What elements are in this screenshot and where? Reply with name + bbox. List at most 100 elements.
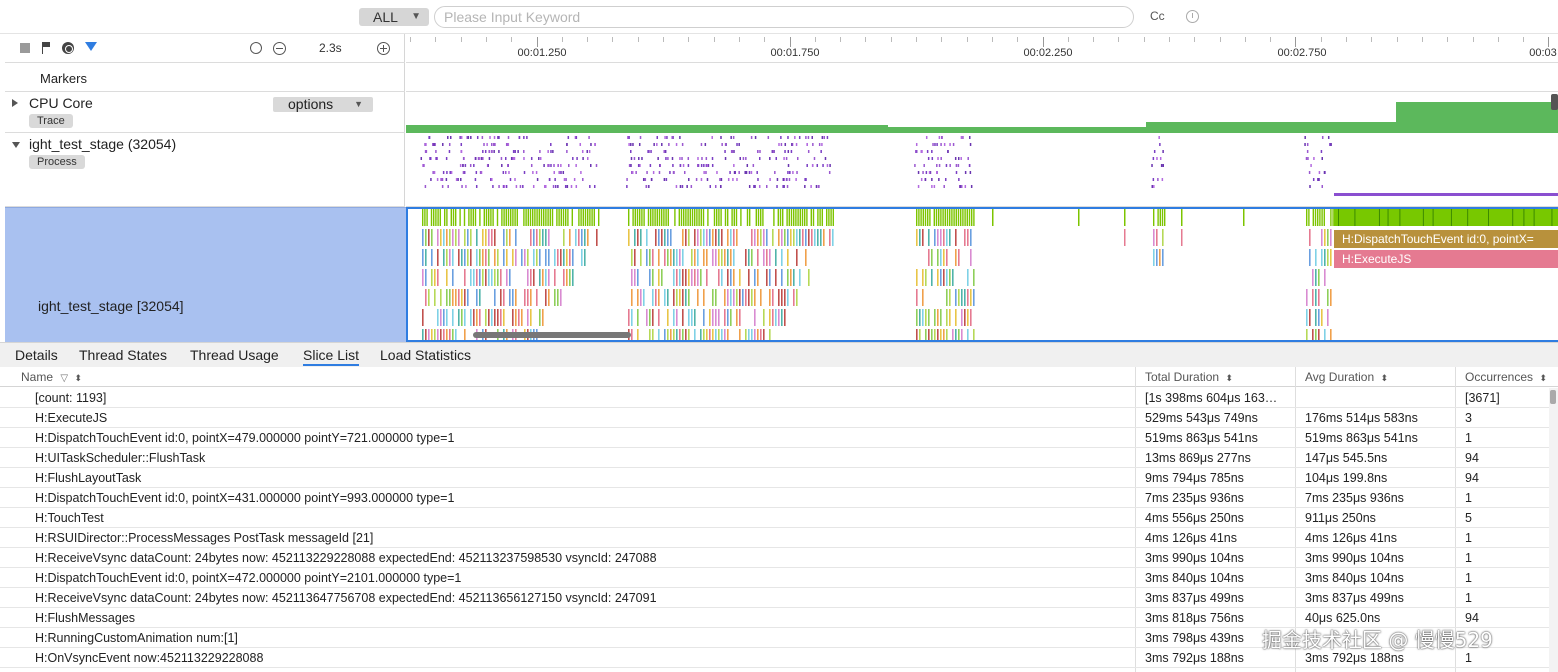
thread-slice-mark [775,309,777,326]
timeline-horizontal-scrollbar[interactable] [473,332,631,338]
sort-icon[interactable]: ⬍ [1539,373,1547,383]
thread-slice-mark [819,209,821,226]
search-input[interactable] [434,6,1134,28]
sort-icon[interactable]: ⬍ [1380,373,1389,383]
table-row[interactable]: H:ReceiveVsync dataCount: 24bytes now: 4… [0,548,1549,568]
thread-slice-mark [1162,249,1164,266]
thread-slice-mark [769,269,771,286]
thread-slice-mark [731,209,733,226]
tab-load-statistics[interactable]: Load Statistics [380,347,472,363]
thread-slice-mark [772,289,774,306]
column-divider[interactable] [1135,367,1136,672]
scope-select[interactable]: ALL ▼ [359,8,429,26]
markers-track[interactable] [406,63,1558,92]
process-activity-bar [1334,193,1558,196]
thread-slice-mark [596,229,598,246]
table-scrollbar-thumb[interactable] [1550,390,1556,404]
table-row[interactable]: H:TouchTest 4ms 556μs 250ns 911μs 250ns 5 [0,508,1549,528]
zoom-reset-icon[interactable] [250,42,262,54]
cpu-usage-track[interactable] [406,92,1558,133]
flag-icon[interactable] [41,42,53,54]
process-activity-mark [512,157,515,160]
tab-slice-list[interactable]: Slice List [303,347,360,366]
thread-slice-mark [937,249,939,266]
stop-square-icon[interactable] [20,43,30,53]
process-activity-mark [523,150,525,153]
thread-slice-mark [763,309,765,326]
process-track[interactable] [406,133,1558,207]
table-row[interactable]: H:RSUIDirector::ProcessMessages PostTask… [0,528,1549,548]
thread-slice-mark [637,309,639,326]
table-vertical-scrollbar[interactable] [1549,388,1558,672]
column-divider[interactable] [1455,367,1456,672]
table-row[interactable]: H:ReceiveVsync dataCount: 24bytes now: 4… [0,588,1549,608]
table-row[interactable]: H:DispatchTouchEvent id:0, pointX=472.00… [0,568,1549,588]
options-select[interactable]: options ▼ [273,97,373,112]
process-row-label[interactable]: ight_test_stage (32054) Process [5,133,405,207]
thread-slice-mark [637,289,639,306]
column-divider[interactable] [1295,367,1296,672]
target-icon[interactable] [62,42,74,54]
process-activity-mark [746,164,749,167]
thread-slice-mark [1153,209,1155,226]
table-row[interactable]: H:FlushLayoutTask 9ms 794μs 785ns 104μs 19… [0,468,1549,488]
table-row[interactable]: H:DispatchTouchEvent id:0, pointX=431.00… [0,488,1549,508]
timeline-vertical-scrollbar[interactable] [1551,94,1558,110]
thread-slice-mark [670,249,672,266]
process-activity-mark [656,143,658,146]
dispatch-touch-slice[interactable]: H:DispatchTouchEvent id:0, pointX= [1334,230,1558,248]
thread-slice-mark [769,289,771,306]
thread-slice-mark [1308,209,1310,226]
expand-arrow-icon[interactable] [12,99,18,107]
process-activity-mark [733,171,736,174]
table-row[interactable]: H:RunningCustomAnimation num:[1] 3ms 798μ… [0,628,1549,648]
filter-icon[interactable]: ▽ [60,373,69,384]
process-activity-mark [628,164,631,167]
thread-slice-mark [697,229,699,246]
thread-slice-mark [949,289,951,306]
tab-thread-usage[interactable]: Thread Usage [190,347,279,363]
thread-slice-mark [439,209,441,226]
history-clock-icon[interactable] [1186,10,1199,23]
column-header-avg[interactable]: Avg Duration ⬍ [1305,370,1388,384]
process-activity-mark [490,178,492,181]
process-activity-mark [532,185,535,188]
thread-slice-mark [730,289,732,306]
column-header-total[interactable]: Total Duration ⬍ [1145,370,1233,384]
table-row[interactable]: H:OnVsyncEvent now:452113229228088 3ms 79… [0,648,1549,668]
process-activity-mark [806,143,808,146]
match-case-button[interactable]: Cc [1150,9,1165,23]
column-header-occurrences[interactable]: Occurrences ⬍ [1465,370,1547,384]
table-row[interactable]: [count: 1193] [1s 398ms 604μs 163… [3671] [0,388,1549,408]
thread-slice-mark [793,289,795,306]
process-activity-mark [545,185,547,188]
process-activity-mark [724,157,727,160]
table-row[interactable]: H:DispatchTouchEvent id:0, pointX=479.00… [0,428,1549,448]
ruler-tick [1523,37,1524,42]
thread-row-label[interactable]: ight_test_stage [32054] [5,207,406,342]
tab-details[interactable]: Details [15,347,58,363]
collapse-arrow-icon[interactable] [12,142,20,148]
thread-slice-mark [953,209,955,226]
time-ruler[interactable]: 00:01.250 00:01.750 00:02.250 00:02.750 … [406,34,1558,63]
thread-slice-mark [542,309,544,326]
table-row[interactable]: H:ExecuteJS 529ms 543μs 749ns 176ms 514μs … [0,408,1549,428]
column-header-name[interactable]: Name ▽ ⬍ [21,370,82,384]
process-activity-mark [1157,178,1159,181]
zoom-out-icon[interactable] [273,42,286,55]
filter-icon[interactable] [85,42,97,51]
tab-thread-states[interactable]: Thread States [79,347,167,363]
sort-icon[interactable]: ⬍ [74,373,82,383]
process-activity-mark [536,178,539,181]
table-row[interactable]: H:FlushMessages 3ms 818μs 756ns 40μs 625.0… [0,608,1549,628]
process-activity-mark [488,150,490,153]
execute-js-slice[interactable]: H:ExecuteJS [1334,250,1558,268]
table-row[interactable]: H:UITaskScheduler::FlushTask 13ms 869μs 2… [0,448,1549,468]
thread-slice-mark [698,209,700,226]
process-activity-mark [915,150,918,153]
track-canvas[interactable]: 00:01.250 00:01.750 00:02.250 00:02.750 … [406,34,1558,342]
sort-icon[interactable]: ⬍ [1225,373,1233,383]
zoom-in-icon[interactable] [377,42,390,55]
cpu-core-row-label[interactable]: CPU Core Trace options ▼ [5,92,405,133]
thread-track[interactable]: H:DispatchTouchEvent id:0, pointX= H:Exe… [406,207,1558,342]
